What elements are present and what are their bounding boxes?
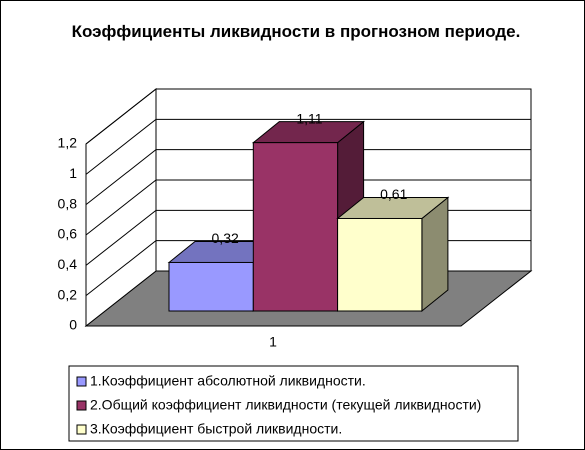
legend-label: 2.Общий коэффициент ликвидности (текущей… — [90, 397, 481, 413]
y-tick-label: 0,8 — [58, 195, 78, 211]
y-tick-label: 0,6 — [58, 226, 78, 242]
grid-line — [85, 118, 531, 175]
y-tick-label: 0,4 — [58, 256, 78, 272]
y-tick-label: 0,2 — [58, 286, 78, 302]
value-label: 1,11 — [296, 110, 322, 126]
legend-swatch — [76, 424, 87, 435]
bar — [337, 217, 423, 312]
grid-line — [85, 88, 531, 145]
bar — [252, 142, 339, 312]
legend-swatch — [76, 376, 87, 387]
value-label: 0,61 — [380, 186, 407, 202]
y-tick-label: 0 — [69, 317, 77, 333]
legend-swatch — [76, 400, 87, 411]
y-tick-label: 1 — [69, 165, 77, 181]
chart-title: Коэффициенты ликвидности в прогнозном пе… — [71, 22, 521, 41]
grid-line — [85, 179, 531, 236]
bar — [168, 261, 254, 312]
legend-label: 1.Коэффициент абсолютной ликвидности. — [90, 373, 366, 389]
y-tick-label: 1,2 — [58, 135, 78, 151]
x-tick-label: 1 — [269, 334, 277, 350]
value-label: 0,32 — [212, 230, 239, 246]
legend — [68, 365, 519, 442]
grid-line — [85, 149, 531, 206]
legend-label: 3.Коэффициент быстрой ликвидности. — [90, 421, 342, 437]
